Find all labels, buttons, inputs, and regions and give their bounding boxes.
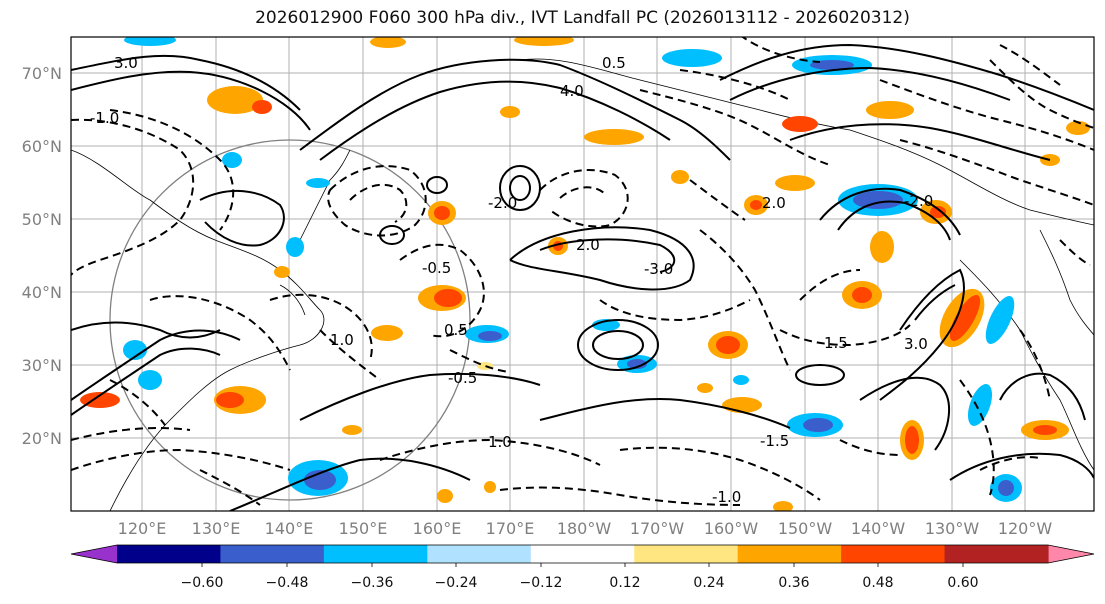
longitude-label: 150°W xyxy=(778,519,833,538)
colorbar-tick-label: 0.60 xyxy=(947,575,978,591)
contour-label: 1.0 xyxy=(330,331,354,349)
colorbar-tick-label: −0.60 xyxy=(181,575,224,591)
contour-label: 3.0 xyxy=(904,335,928,353)
colorbar-min-extension xyxy=(71,545,117,563)
colorbar-segment xyxy=(841,545,946,563)
contour-label: 1.5 xyxy=(824,334,848,352)
longitude-label: 130°E xyxy=(192,519,241,538)
longitude-label: 130°W xyxy=(925,519,980,538)
longitude-label: 150°E xyxy=(339,519,388,538)
longitude-label: 140°W xyxy=(851,519,906,538)
latitude-label: 30°N xyxy=(22,356,62,375)
latitude-axis: 70°N 60°N 50°N 40°N 30°N 20°N xyxy=(22,64,62,448)
longitude-label: 170°E xyxy=(486,519,535,538)
colorbar-tick-label: −0.12 xyxy=(520,575,563,591)
colorbar-segment xyxy=(427,545,532,563)
contour-label: -1.0 xyxy=(712,488,741,506)
negative-contours xyxy=(71,37,1094,506)
colorbar-segment xyxy=(117,545,222,563)
contour-label: 2.0 xyxy=(762,194,786,212)
contour-labels: 3.0 0.5 -1.0 -0.5 2.0 4.0 1.0 -2.0 -3.0 … xyxy=(90,54,933,506)
longitude-axis: 120°E 130°E 140°E 150°E 160°E 170°E 180°… xyxy=(118,519,1053,538)
contour-label: -0.5 xyxy=(422,259,451,277)
contour-label: 2.0 xyxy=(576,236,600,254)
colorbar-tick-label: −0.36 xyxy=(351,575,394,591)
latitude-label: 50°N xyxy=(22,210,62,229)
colorbar-max-extension xyxy=(1048,545,1094,563)
colorbar-tick-label: −0.24 xyxy=(435,575,478,591)
colorbar-segment xyxy=(944,545,1049,563)
latitude-label: 40°N xyxy=(22,283,62,302)
contour-label: 3.0 xyxy=(114,54,138,72)
latitude-label: 60°N xyxy=(22,137,62,156)
latitude-label: 70°N xyxy=(22,64,62,83)
colorbar-outline xyxy=(70,544,1095,564)
contour-label: 1.0 xyxy=(488,433,512,451)
longitude-label: 120°W xyxy=(998,519,1053,538)
colorbar-tick-label: −0.48 xyxy=(266,575,309,591)
map-title: 2026012900 F060 300 hPa div., IVT Landfa… xyxy=(255,8,910,28)
colorbar: −0.60 −0.48 −0.36 −0.24 −0.12 0.12 0.24 … xyxy=(70,544,1095,591)
colorbar-segment xyxy=(220,545,325,563)
range-circle xyxy=(109,139,471,501)
plot-frame xyxy=(70,36,1095,512)
colorbar-tick-label: 0.36 xyxy=(778,575,809,591)
colorbar-tick-label: 0.48 xyxy=(862,575,893,591)
contour-label: -0.5 xyxy=(448,369,477,387)
longitude-label: 180°W xyxy=(557,519,612,538)
contour-label: -1.5 xyxy=(760,432,789,450)
longitude-label: 120°E xyxy=(118,519,167,538)
colorbar-segment xyxy=(323,545,428,563)
contour-label: 4.0 xyxy=(560,82,584,100)
colorbar-segment xyxy=(634,545,739,563)
contour-label: 0.5 xyxy=(602,54,626,72)
contour-label: -1.0 xyxy=(90,109,119,127)
longitude-label: 140°E xyxy=(265,519,314,538)
colorbar-tick-label: 0.24 xyxy=(693,575,724,591)
longitude-label: 160°E xyxy=(413,519,462,538)
contour-label: -3.0 xyxy=(644,260,673,278)
positive-contours xyxy=(71,43,1094,511)
latitude-label: 20°N xyxy=(22,429,62,448)
longitude-label: 170°W xyxy=(630,519,685,538)
colorbar-segment xyxy=(737,545,842,563)
plot-background xyxy=(71,37,1094,511)
colorbar-segment xyxy=(530,545,635,563)
contour-label: 0.5 xyxy=(444,321,468,339)
longitude-label: 160°W xyxy=(704,519,759,538)
contour-label: -2.0 xyxy=(488,194,517,212)
contour-label: -2.0 xyxy=(904,192,933,210)
colorbar-tick-label: 0.12 xyxy=(609,575,640,591)
colorbar-ticks xyxy=(201,563,964,567)
